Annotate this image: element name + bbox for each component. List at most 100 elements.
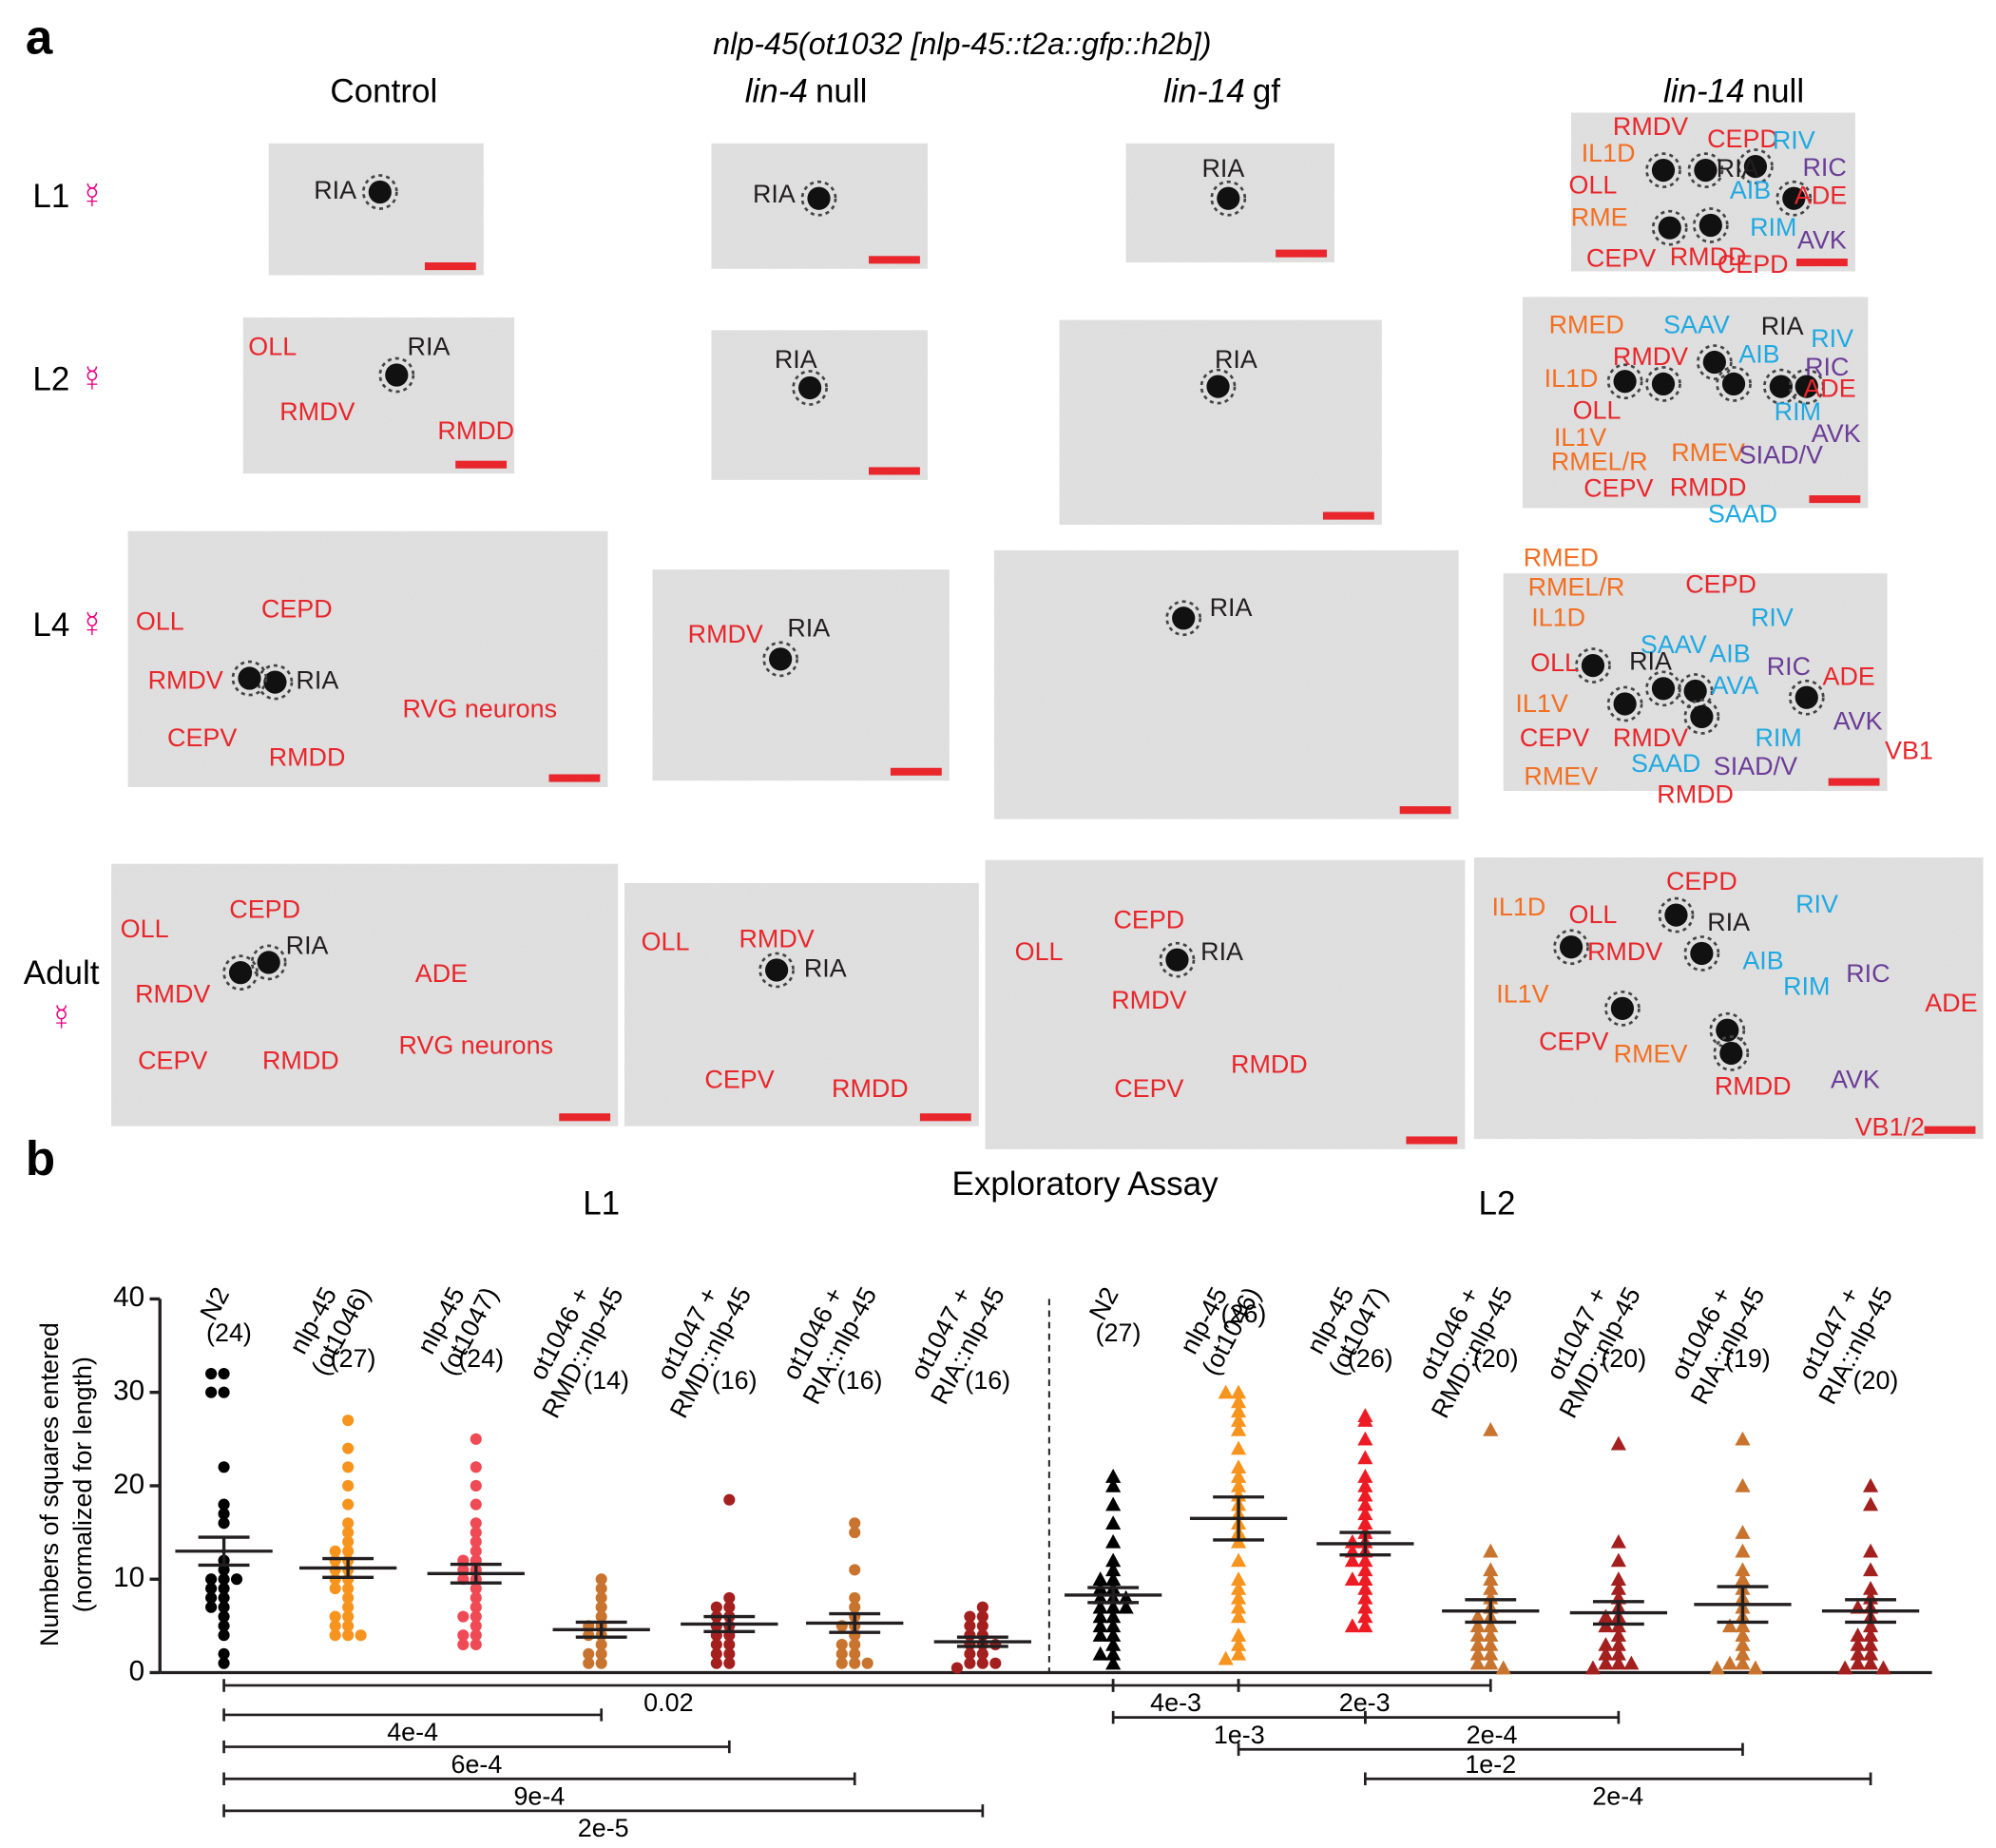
data-point xyxy=(218,1620,230,1632)
data-point xyxy=(1105,1562,1122,1577)
sample-size: (27) xyxy=(1096,1319,1142,1347)
neuron-label: CEPV xyxy=(1586,243,1656,272)
cell-outline xyxy=(1658,896,1695,934)
row-label: L2 xyxy=(32,360,69,397)
neuron-label: RMED xyxy=(1549,310,1624,338)
data-point xyxy=(1105,1571,1122,1586)
data-point xyxy=(470,1461,482,1473)
neuron-label: RIV xyxy=(1751,604,1794,632)
neuron-label: RMEV xyxy=(1524,762,1598,791)
neuron-label: RIA xyxy=(1629,646,1672,675)
neuron-label: IL1D xyxy=(1545,364,1599,393)
variant-name: null xyxy=(1753,73,1804,110)
cell-outline xyxy=(1687,152,1724,188)
neuron-label: RIA xyxy=(1215,345,1257,374)
significance-bracket xyxy=(222,1772,856,1785)
cell-outline xyxy=(1716,366,1752,402)
data-point xyxy=(1231,1608,1247,1624)
data-point xyxy=(1469,1646,1486,1661)
cell-outline xyxy=(1575,647,1611,683)
scale-bar xyxy=(559,1113,611,1122)
data-point xyxy=(1850,1655,1866,1670)
data-point xyxy=(342,1517,355,1530)
neuron-label: RIC xyxy=(1805,353,1849,381)
data-point xyxy=(1344,1618,1360,1633)
neuron-label: RIA xyxy=(286,931,329,959)
data-point xyxy=(1610,1533,1626,1549)
p-value: 2e-4 xyxy=(1467,1721,1518,1749)
data-point xyxy=(457,1610,470,1623)
scale-bar xyxy=(1924,1126,1976,1134)
neuron-label: CEPV xyxy=(167,723,237,752)
data-point xyxy=(1357,1580,1373,1595)
data-point xyxy=(342,1479,355,1492)
cell-outline xyxy=(1697,344,1733,380)
data-point xyxy=(1598,1646,1614,1661)
data-point xyxy=(1863,1646,1879,1661)
sex-symbol: ☿ xyxy=(48,997,74,1037)
neuron-label: OLL xyxy=(1569,900,1618,929)
p-value: 0.02 xyxy=(643,1688,693,1717)
cell-nucleus xyxy=(263,670,287,694)
data-point xyxy=(1483,1571,1499,1586)
cell-outline xyxy=(1713,1035,1750,1071)
gene-name: lin-14 xyxy=(1663,73,1745,110)
neuron-label: RIA xyxy=(787,613,830,642)
neuron-label: CEPD xyxy=(1707,125,1778,153)
data-point xyxy=(1357,1487,1373,1502)
data-point xyxy=(1735,1562,1751,1577)
y-axis-title: (normalized for length) xyxy=(68,1357,97,1612)
cell-outline xyxy=(361,174,398,210)
data-point xyxy=(1105,1646,1122,1661)
data-point xyxy=(976,1657,988,1669)
neuron-label: RIA xyxy=(314,176,356,204)
y-tick-label: 30 xyxy=(113,1376,144,1407)
data-point xyxy=(205,1386,218,1398)
neuron-label: RMDD xyxy=(262,1046,339,1074)
scale-bar xyxy=(1828,778,1880,786)
data-point xyxy=(470,1601,482,1613)
sex-symbol: ☿ xyxy=(79,176,106,216)
data-point xyxy=(1735,1431,1751,1446)
column-header: lin-14 gf xyxy=(1163,73,1280,110)
data-point xyxy=(1483,1618,1499,1633)
data-point xyxy=(1850,1636,1866,1651)
data-point xyxy=(1231,1580,1247,1595)
neuron-label: RVG neurons xyxy=(399,1030,554,1059)
cell-nucleus xyxy=(1782,186,1806,210)
data-point xyxy=(849,1591,861,1604)
neuron-label: IL1V xyxy=(1496,979,1548,1008)
neuron-label: RIA xyxy=(1707,908,1750,936)
scale-bar xyxy=(1406,1136,1458,1145)
neuron-label: RMDV xyxy=(1587,937,1662,966)
data-point xyxy=(342,1461,355,1473)
neuron-label: RMDD xyxy=(1231,1050,1308,1079)
cell-nucleus xyxy=(1716,1018,1739,1042)
data-point xyxy=(1483,1627,1499,1642)
neuron-label: IL1D xyxy=(1582,139,1636,167)
data-point xyxy=(595,1647,607,1660)
row-label: Adult xyxy=(24,954,100,991)
sample-size: (20) xyxy=(1853,1366,1899,1395)
cell-nucleus xyxy=(798,375,822,400)
neuron-label: AVK xyxy=(1831,1066,1880,1094)
neuron-label: OLL xyxy=(1569,171,1618,200)
data-point xyxy=(1105,1655,1122,1670)
neuron-label: RIM xyxy=(1750,213,1796,241)
cell-outline xyxy=(1683,935,1720,972)
data-point xyxy=(470,1583,482,1595)
data-point xyxy=(723,1591,736,1604)
data-point xyxy=(1092,1599,1108,1614)
neuron-label: RMDV xyxy=(1613,342,1688,371)
data-point xyxy=(218,1508,230,1520)
neuron-label: OLL xyxy=(121,914,169,943)
neuron-label: RMDV xyxy=(279,397,355,426)
data-point xyxy=(1863,1543,1879,1558)
data-point xyxy=(1863,1636,1879,1651)
scale-bar xyxy=(424,262,476,271)
data-point xyxy=(1483,1655,1499,1670)
neuron-label: RIA xyxy=(1200,937,1243,966)
neuron-label: RIC xyxy=(1767,652,1811,681)
data-point xyxy=(1469,1627,1486,1642)
data-point xyxy=(329,1629,341,1642)
